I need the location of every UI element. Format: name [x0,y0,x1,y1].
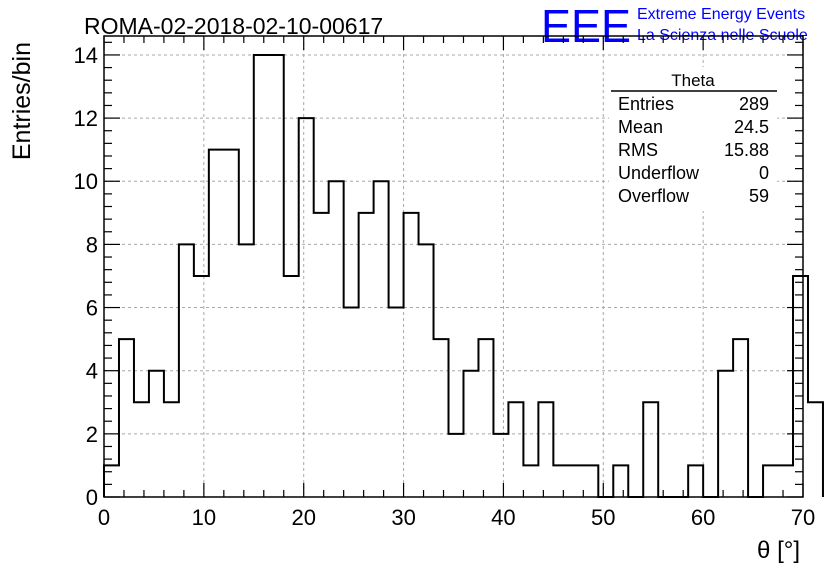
histogram-bin [224,150,239,497]
histogram-bin [104,465,119,497]
histogram-bin [389,308,404,497]
x-tick-label: 40 [491,505,515,530]
plot-frame [103,35,804,498]
axes-frame [103,35,804,498]
histogram-bin [254,55,269,497]
histogram-bin [359,213,374,497]
stats-label: RMS [618,140,658,160]
histogram-bin [329,181,344,497]
histogram-bin [239,244,254,497]
stats-value: 59 [749,186,769,206]
histogram-bin [299,118,314,497]
histogram-bin [478,339,493,497]
x-tick-label: 50 [591,505,615,530]
histogram-bin [583,465,598,497]
y-tick-label: 8 [86,232,98,257]
histogram-bin [538,402,553,497]
histogram-bin [284,276,299,497]
histogram-bin [463,371,478,497]
histogram-bin [553,465,568,497]
histogram-bin [688,465,703,497]
histogram-bin [793,276,808,497]
histogram-bin [449,434,464,497]
stats-label: Entries [618,94,674,114]
histogram-bin [269,55,284,497]
stats-box: Theta Entries 289 Mean 24.5 RMS 15.88 Underflo… [609,67,777,211]
histogram-bin [149,371,164,497]
x-tick-label: 60 [691,505,715,530]
y-tick-label: 12 [74,106,98,131]
histogram-bin [164,402,179,497]
histogram-bin [119,339,134,497]
x-tick-label: 30 [391,505,415,530]
y-tick-label: 0 [86,485,98,510]
histogram-bin [568,465,583,497]
histogram-bin [763,465,778,497]
histogram-bin [374,181,389,497]
histogram-bin [179,244,194,497]
stats-value: 289 [739,94,769,114]
stats-value: 15.88 [724,140,769,160]
grid-lines [104,36,803,497]
y-tick-label: 4 [86,359,98,384]
y-tick-label: 6 [86,296,98,321]
histogram-bin [434,339,449,497]
x-tick-label: 10 [192,505,216,530]
stats-title: Theta [671,71,715,90]
histogram-bin [808,402,823,497]
chart-title: ROMA-02-2018-02-10-00617 [84,13,383,39]
eee-logo: EEE [541,0,631,52]
stats-rows: Entries 289 Mean 24.5 RMS 15.88 Underflow 0 Over… [618,94,769,206]
x-tick-label: 0 [98,505,110,530]
histogram-bin [778,465,793,497]
y-tick-label: 10 [74,169,98,194]
histogram-bin [194,276,209,497]
histogram-bin [314,213,329,497]
histogram-bin [344,308,359,497]
histogram-bin [523,465,538,497]
stats-value: 0 [759,163,769,183]
axis-ticks: 0 10 20 30 40 50 60 70 0 2 4 6 8 10 12 14 [74,36,815,530]
x-axis-label: θ [°] [757,537,800,564]
histogram-bin [134,402,149,497]
histogram-bin [419,244,434,497]
histogram-bin [613,465,628,497]
histogram-bin [404,213,419,497]
y-axis-label: Entries/bin [8,42,36,160]
x-tick-label: 70 [791,505,815,530]
x-tick-label: 20 [291,505,315,530]
y-tick-label: 14 [74,43,98,68]
brand-line-1: Extreme Energy Events [637,6,805,23]
stats-label: Underflow [618,163,700,183]
histogram-bin [209,150,224,497]
histogram-bin [508,402,523,497]
histogram-bin [643,402,658,497]
y-tick-label: 2 [86,422,98,447]
histogram-bin [493,434,508,497]
stats-value: 24.5 [734,117,769,137]
histogram-bin [733,339,748,497]
stats-label: Overflow [618,186,690,206]
histogram-bin [718,371,733,497]
stats-label: Mean [618,117,663,137]
